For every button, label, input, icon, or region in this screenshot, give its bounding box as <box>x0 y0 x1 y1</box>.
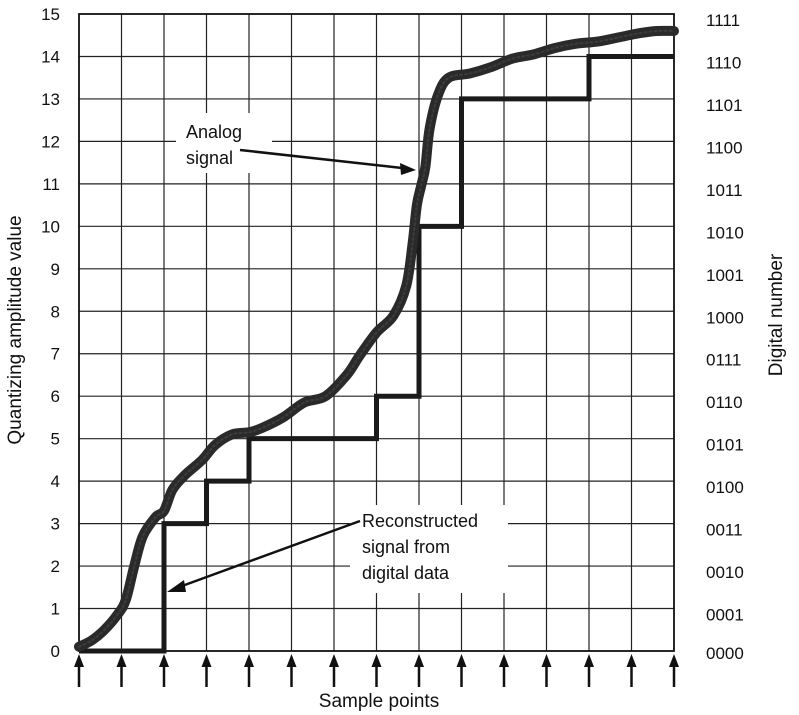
x-axis-label: Sample points <box>319 691 439 712</box>
arrow-head <box>329 654 339 667</box>
annotation-reconstructed-arrowhead <box>167 580 186 592</box>
sample-point-arrow <box>74 654 84 687</box>
y-tick-label: 15 <box>41 5 60 24</box>
y-tick-label: 9 <box>51 260 60 279</box>
sample-point-arrow <box>584 654 594 687</box>
sample-point-arrow <box>371 654 382 687</box>
y-axis-right-label: Digital number <box>766 253 787 376</box>
annotation-analog-pointer <box>239 148 403 170</box>
y-tick-label-right: 0110 <box>706 393 743 412</box>
sample-point-arrows <box>74 654 679 687</box>
y-tick-label-right: 0010 <box>706 563 744 582</box>
y-tick-label-right: 1011 <box>706 181 743 200</box>
arrow-head <box>626 654 637 667</box>
y-tick-label-right: 1001 <box>706 266 744 285</box>
y-axis-label: Quantizing amplitude value <box>5 215 26 444</box>
annotation-reconstructed-text: Reconstructed <box>362 511 478 531</box>
y-tick-label: 13 <box>41 90 60 109</box>
arrow-head <box>159 654 169 667</box>
series-reconstructed-line <box>79 53 674 654</box>
sample-point-arrow <box>286 654 297 687</box>
sample-point-arrow <box>159 654 169 687</box>
y-tick-label: 8 <box>51 302 60 321</box>
sample-point-arrow <box>669 654 679 687</box>
plot-border <box>78 13 675 652</box>
sample-point-arrow <box>456 654 467 687</box>
annotation-analog-box <box>176 113 272 173</box>
annotation-reconstructed-pointer <box>181 519 361 588</box>
arrow-head <box>286 654 297 667</box>
y-tick-label: 12 <box>41 132 60 151</box>
y-tick-label-right: 1000 <box>706 308 744 327</box>
arrow-head <box>456 654 467 667</box>
annotation-analog-arrowhead <box>400 163 416 175</box>
arrow-head <box>584 654 594 667</box>
y-tick-label: 6 <box>51 387 60 406</box>
series-analog-texture <box>78 29 675 648</box>
plot-frame <box>78 13 675 652</box>
y-tick-label: 1 <box>51 600 60 619</box>
arrow-head <box>499 654 509 667</box>
sample-point-arrow <box>541 654 552 687</box>
sample-point-arrow <box>244 654 254 687</box>
annotation-reconstructed-text: signal from <box>362 537 450 557</box>
annotation-analog-text: Analog <box>186 122 242 142</box>
y-tick-label-right: 0001 <box>706 606 744 625</box>
y-tick-label: 4 <box>51 472 60 491</box>
sample-point-arrow <box>499 654 509 687</box>
y-tick-label: 5 <box>51 430 60 449</box>
annotations: Analog signal Reconstructed signal from digi… <box>167 113 508 593</box>
y-tick-label: 11 <box>42 175 60 194</box>
y-tick-label-right: 0101 <box>706 436 744 455</box>
arrow-head <box>371 654 382 667</box>
sample-point-arrow <box>116 654 127 687</box>
y-tick-label-right: 1101 <box>706 96 743 115</box>
y-tick-label-right: 1111 <box>706 11 740 30</box>
sample-point-arrow <box>329 654 339 687</box>
arrow-head <box>116 654 127 667</box>
arrow-head <box>201 654 212 667</box>
right-axis-ticks: 0000 0001 0010 0011 0100 0101 0110 0111 1000 1001… <box>706 11 744 663</box>
series-layer <box>74 25 679 654</box>
y-tick-label: 14 <box>41 47 60 66</box>
y-tick-label: 10 <box>41 217 60 236</box>
y-tick-label-right: 0000 <box>706 644 744 663</box>
y-tick-label: 0 <box>51 642 60 661</box>
y-tick-label-right: 0111 <box>706 351 741 370</box>
y-tick-label-right: 1110 <box>706 53 741 72</box>
annotation-reconstructed-box <box>350 505 508 593</box>
annotation-analog-text: signal <box>186 148 233 168</box>
y-tick-label-right: 1010 <box>706 223 744 242</box>
arrow-head <box>541 654 552 667</box>
y-tick-label: 7 <box>51 345 60 364</box>
y-tick-label-right: 0011 <box>706 521 743 540</box>
y-tick-label-right: 1100 <box>706 138 743 157</box>
arrow-head <box>414 654 424 667</box>
sample-point-arrow <box>201 654 212 687</box>
y-tick-label: 2 <box>51 557 60 576</box>
y-tick-label: 3 <box>51 515 60 534</box>
arrow-head <box>74 654 84 667</box>
annotation-reconstructed-text: digital data <box>362 563 450 583</box>
arrow-head <box>244 654 254 667</box>
arrow-head <box>669 654 679 667</box>
sample-point-arrow <box>414 654 424 687</box>
sample-point-arrow <box>626 654 637 687</box>
y-tick-label-right: 0100 <box>706 478 744 497</box>
